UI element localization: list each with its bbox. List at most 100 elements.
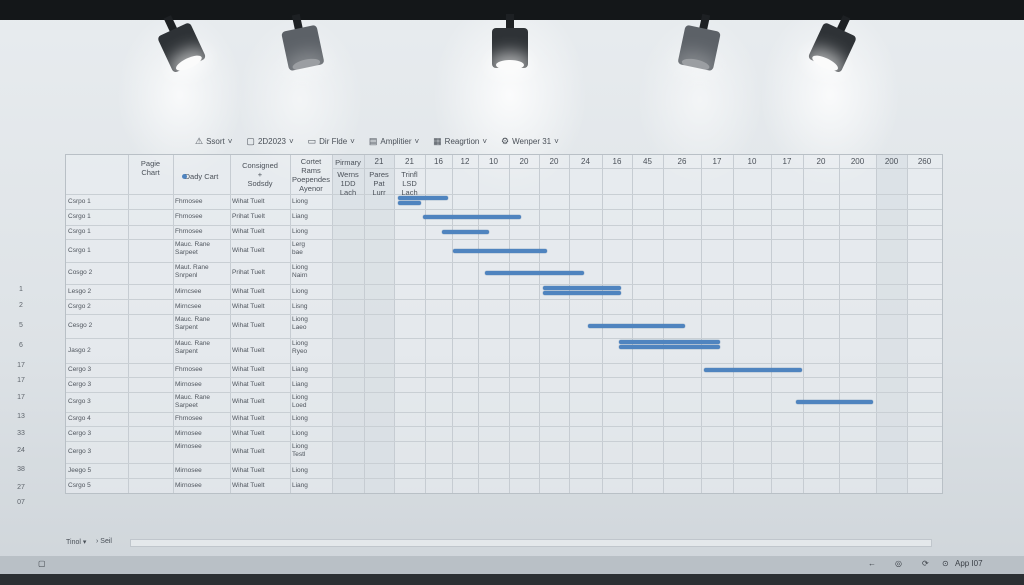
- row-task[interactable]: Csrgo 2: [68, 302, 91, 310]
- row-type: Mauc. Rane Sarpent: [175, 340, 211, 355]
- row-assigned: Wihat Tuelt: [232, 246, 265, 254]
- row-task[interactable]: Cosgo 2: [68, 269, 93, 276]
- shaded-column: [332, 155, 364, 493]
- timeline-number[interactable]: 17: [712, 157, 722, 166]
- row-status: Lerg bae: [292, 241, 306, 256]
- gantt-bar[interactable]: [453, 248, 547, 253]
- status-left-icon[interactable]: ▢: [38, 559, 46, 568]
- chevron-down-icon: ˅: [288, 136, 294, 146]
- row-divider: [66, 314, 942, 315]
- timeline-number[interactable]: 16: [434, 157, 443, 166]
- type-dot-icon: [182, 174, 187, 179]
- timeline-number[interactable]: 12: [460, 157, 470, 166]
- toolbar-item-5[interactable]: ⚙ Wenper 31 ˅: [501, 134, 559, 148]
- toolbar-label: 2D2023: [257, 136, 286, 146]
- timeline-number[interactable]: 200: [884, 157, 899, 166]
- row-task[interactable]: Csrgo 1: [68, 228, 91, 235]
- gantt-bar[interactable]: [588, 324, 685, 328]
- row-task[interactable]: Lesgo 2: [68, 287, 92, 295]
- target-icon[interactable]: ◎: [895, 559, 902, 568]
- row-divider: [66, 463, 942, 464]
- share-icon[interactable]: ⟳: [922, 559, 929, 568]
- row-assigned: Wihat Tuelt: [232, 429, 265, 437]
- gantt-bar[interactable]: [423, 215, 521, 219]
- row-task[interactable]: Cergo 3: [68, 366, 92, 373]
- gantt-bar[interactable]: [619, 340, 720, 344]
- row-task[interactable]: Cergo 3: [68, 429, 92, 437]
- gutter-number: 13: [17, 413, 25, 420]
- column-divider: [803, 155, 804, 493]
- gutter-number: 1: [19, 286, 23, 293]
- floor: [0, 574, 1024, 585]
- toolbar-item-0[interactable]: ⚠ Ssort ˅: [195, 134, 232, 148]
- row-task[interactable]: Csrgo 4: [68, 415, 91, 422]
- gantt-bar[interactable]: [796, 400, 873, 404]
- row-task[interactable]: Csrgo 1: [68, 246, 91, 254]
- timeline-number[interactable]: 21: [374, 157, 384, 166]
- timeline-number[interactable]: 20: [519, 157, 529, 166]
- toolbar-item-3[interactable]: ▤ Amplitier ˅: [369, 134, 419, 148]
- column-divider: [876, 155, 877, 493]
- timeline-number[interactable]: 20: [816, 157, 826, 166]
- row-type: Fhrnosee: [175, 197, 203, 205]
- gantt-bar[interactable]: [704, 368, 802, 372]
- header-status[interactable]: Cortet Rams Poependes Ayenor: [292, 157, 330, 193]
- row-task[interactable]: Csrgo 5: [68, 481, 91, 489]
- row-type: Mauc. Rane Sarpent: [175, 316, 211, 331]
- row-task[interactable]: Jasgo 2: [68, 346, 91, 354]
- row-divider: [66, 363, 942, 364]
- row-task[interactable]: Csrpo 1: [68, 197, 91, 205]
- row-assigned: Prihat Tuelt: [232, 213, 265, 220]
- view-dropdown[interactable]: Tinol ▾: [66, 539, 87, 546]
- gantt-bar[interactable]: [398, 201, 421, 205]
- timeline-number[interactable]: 24: [581, 157, 590, 166]
- timeline-number[interactable]: 17: [782, 157, 792, 166]
- row-task[interactable]: Csrgo 1: [68, 213, 91, 220]
- back-arrow-icon[interactable]: ←: [868, 559, 876, 568]
- toolbar-label: Dir Flde: [319, 136, 348, 146]
- gantt-bar[interactable]: [442, 230, 489, 234]
- gutter-number: 07: [17, 499, 25, 506]
- row-type: Maut. Rane Snrpenl: [175, 264, 209, 279]
- gantt-bar[interactable]: [543, 291, 621, 295]
- header-primary[interactable]: Pirmary: [335, 158, 361, 167]
- row-task[interactable]: Cergo 3: [68, 380, 92, 388]
- gantt-bar[interactable]: [398, 196, 448, 200]
- timeline-number[interactable]: 21: [405, 157, 414, 166]
- gantt-bar[interactable]: [543, 286, 621, 290]
- column-divider: [173, 155, 174, 493]
- toolbar-label: Wenper 31: [512, 136, 552, 146]
- row-assigned: Wihat Tuelt: [232, 415, 265, 422]
- toolbar-item-4[interactable]: ▦ Reagrtion ˅: [433, 134, 487, 148]
- toolbar-item-2[interactable]: ▭ Dir Flde ˅: [308, 134, 355, 148]
- row-divider: [66, 225, 942, 226]
- timeline-number[interactable]: 45: [643, 157, 652, 166]
- row-task[interactable]: Jeego 5: [68, 466, 92, 474]
- header-assigned[interactable]: Consigned + Sodsdy: [242, 161, 278, 188]
- timeline-number[interactable]: 20: [549, 157, 559, 166]
- sheet-tab[interactable]: › Seil: [96, 538, 112, 545]
- timeline-number[interactable]: 10: [489, 157, 498, 166]
- timeline-number[interactable]: 260: [917, 157, 932, 166]
- row-assigned: Wihat Tuelt: [232, 322, 265, 329]
- chevron-down-icon: ˅: [414, 136, 420, 146]
- row-task[interactable]: Cesgo 2: [68, 322, 93, 329]
- gantt-bar[interactable]: [619, 345, 720, 349]
- row-task[interactable]: Cergo 3: [68, 448, 92, 455]
- header-type[interactable]: Dady Cart: [184, 172, 219, 181]
- timeline-number[interactable]: 200: [850, 157, 865, 166]
- timeline-number[interactable]: 26: [677, 157, 687, 166]
- timeline-number[interactable]: 10: [747, 157, 757, 166]
- toolbar-item-1[interactable]: ▢ 2D2023 ˅: [246, 134, 293, 148]
- row-status: Liong: [292, 415, 308, 422]
- row-task[interactable]: Csrgo 3: [68, 398, 91, 405]
- timeline-number[interactable]: 16: [612, 157, 622, 166]
- horizontal-scrollbar[interactable]: [130, 539, 932, 547]
- row-status: Liang: [292, 213, 308, 220]
- row-type: Mirnosee: [175, 443, 202, 450]
- header-task[interactable]: Pagie Chart: [140, 159, 161, 177]
- gutter-number: 2: [19, 302, 23, 309]
- gantt-bar[interactable]: [485, 271, 584, 275]
- gutter-number: 17: [17, 394, 25, 401]
- zoom-icon[interactable]: ⊙: [942, 559, 949, 568]
